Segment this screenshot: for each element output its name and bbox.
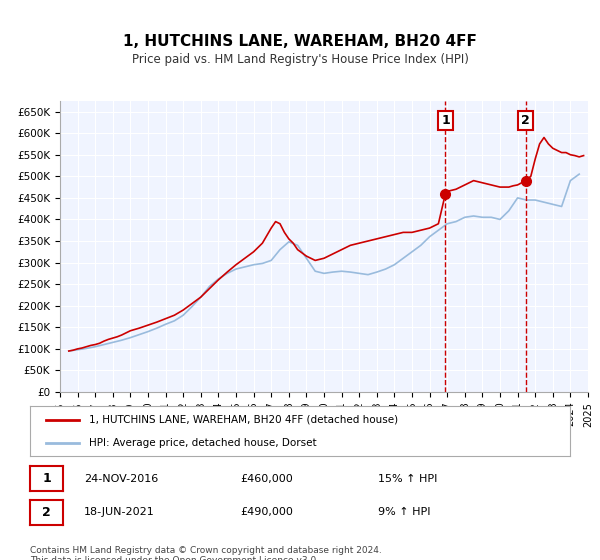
Text: 15% ↑ HPI: 15% ↑ HPI	[378, 474, 437, 484]
Text: £460,000: £460,000	[240, 474, 293, 484]
Text: 9% ↑ HPI: 9% ↑ HPI	[378, 507, 431, 517]
Text: Price paid vs. HM Land Registry's House Price Index (HPI): Price paid vs. HM Land Registry's House …	[131, 53, 469, 66]
Text: 2: 2	[521, 114, 530, 127]
Text: 1, HUTCHINS LANE, WAREHAM, BH20 4FF (detached house): 1, HUTCHINS LANE, WAREHAM, BH20 4FF (det…	[89, 414, 398, 424]
Text: 18-JUN-2021: 18-JUN-2021	[84, 507, 155, 517]
Text: HPI: Average price, detached house, Dorset: HPI: Average price, detached house, Dors…	[89, 438, 317, 448]
Text: 24-NOV-2016: 24-NOV-2016	[84, 474, 158, 484]
Text: 1: 1	[42, 472, 51, 486]
Text: 1, HUTCHINS LANE, WAREHAM, BH20 4FF: 1, HUTCHINS LANE, WAREHAM, BH20 4FF	[123, 34, 477, 49]
Text: 2: 2	[42, 506, 51, 519]
Text: 1: 1	[441, 114, 450, 127]
Text: Contains HM Land Registry data © Crown copyright and database right 2024.
This d: Contains HM Land Registry data © Crown c…	[30, 546, 382, 560]
Text: £490,000: £490,000	[240, 507, 293, 517]
